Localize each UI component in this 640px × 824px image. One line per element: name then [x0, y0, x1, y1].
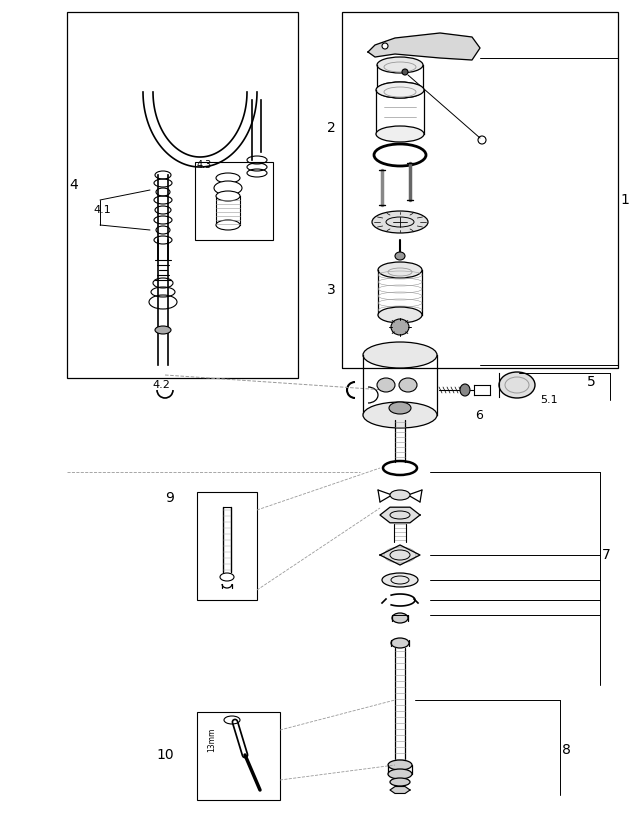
Ellipse shape [395, 252, 405, 260]
Ellipse shape [378, 262, 422, 278]
Text: 5: 5 [588, 375, 596, 389]
Text: 6: 6 [475, 409, 483, 422]
Text: 4: 4 [69, 178, 77, 192]
Ellipse shape [377, 378, 395, 392]
Ellipse shape [382, 573, 418, 587]
Bar [197, 712, 280, 800]
Bar [342, 12, 618, 368]
Ellipse shape [216, 173, 240, 183]
Text: 9: 9 [165, 491, 174, 505]
Text: 13mm: 13mm [207, 728, 216, 752]
Ellipse shape [376, 82, 424, 98]
Ellipse shape [390, 778, 410, 786]
Ellipse shape [363, 342, 437, 368]
Ellipse shape [391, 319, 409, 335]
Polygon shape [390, 787, 410, 794]
Ellipse shape [377, 57, 423, 73]
Ellipse shape [460, 384, 470, 396]
Ellipse shape [391, 638, 409, 648]
Ellipse shape [402, 69, 408, 75]
Ellipse shape [214, 181, 242, 195]
Text: 4.3: 4.3 [197, 160, 212, 170]
Ellipse shape [216, 191, 240, 201]
Ellipse shape [155, 326, 171, 334]
Text: 7: 7 [602, 548, 611, 562]
Ellipse shape [382, 43, 388, 49]
Text: 4.2: 4.2 [152, 380, 170, 390]
Ellipse shape [399, 378, 417, 392]
Polygon shape [380, 545, 420, 565]
Ellipse shape [390, 490, 410, 500]
Polygon shape [380, 508, 420, 522]
Ellipse shape [388, 769, 412, 779]
Text: 4.1: 4.1 [93, 205, 111, 215]
Text: 8: 8 [562, 743, 571, 757]
Ellipse shape [388, 760, 412, 770]
Ellipse shape [376, 126, 424, 142]
Ellipse shape [378, 307, 422, 323]
Text: 1: 1 [620, 193, 629, 207]
Polygon shape [368, 33, 480, 60]
Ellipse shape [392, 613, 408, 623]
Bar [197, 492, 257, 600]
Ellipse shape [377, 82, 423, 98]
Bar [195, 162, 273, 240]
Ellipse shape [363, 402, 437, 428]
Ellipse shape [499, 372, 535, 398]
Ellipse shape [372, 211, 428, 233]
Ellipse shape [389, 402, 411, 414]
Text: 3: 3 [327, 283, 336, 297]
Text: 2: 2 [327, 121, 336, 135]
Ellipse shape [216, 220, 240, 230]
Text: 10: 10 [156, 748, 174, 762]
Bar [67, 12, 298, 378]
Text: 5.1: 5.1 [540, 395, 557, 405]
